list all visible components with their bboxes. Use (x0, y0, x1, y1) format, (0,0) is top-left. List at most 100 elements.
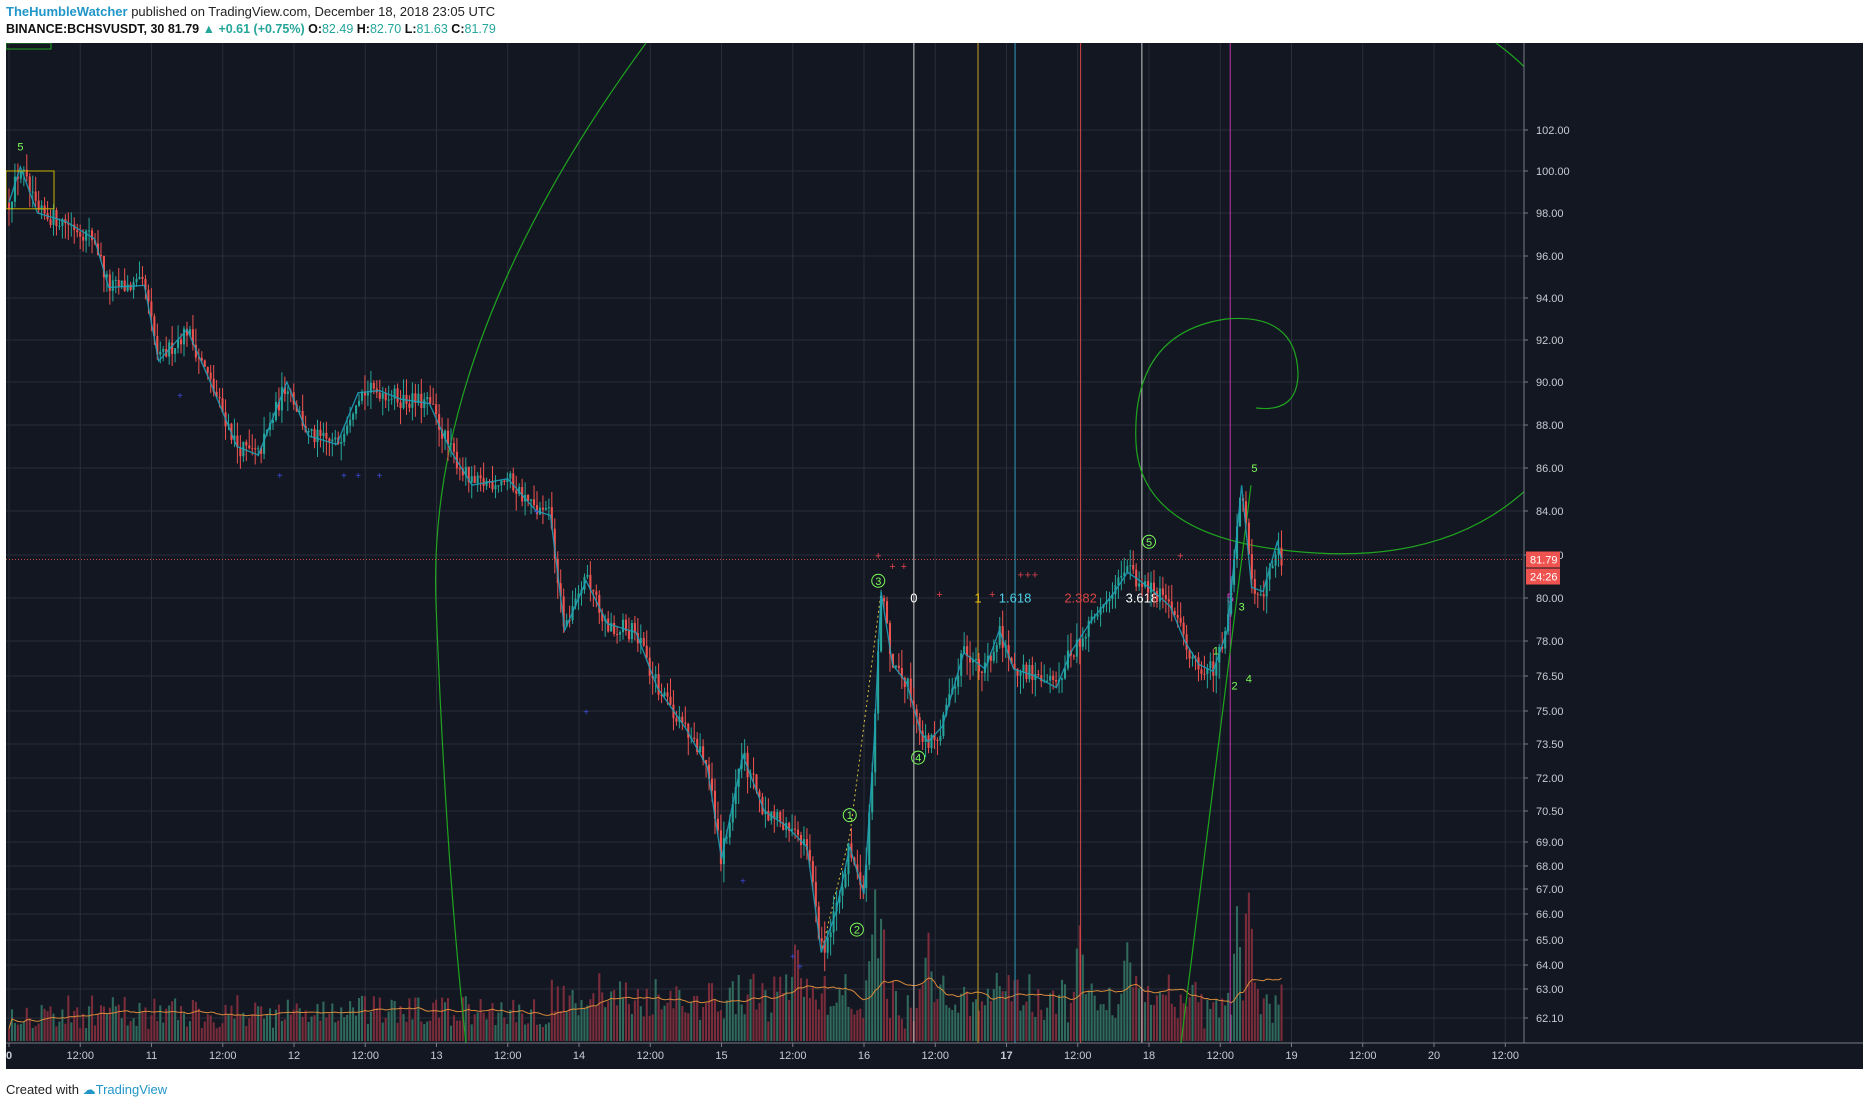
volume-bar (99, 1005, 102, 1041)
candle-body (654, 674, 657, 679)
volume-bar (1256, 989, 1259, 1041)
volume-bar (627, 1004, 630, 1041)
volume-bar (1247, 892, 1250, 1041)
volume-bar (1206, 999, 1209, 1041)
candle-body (980, 671, 983, 673)
author-link[interactable]: TheHumbleWatcher (6, 4, 128, 19)
time-tick-label: 20 (1428, 1050, 1440, 1062)
fib-time-label: 3.618 (1126, 590, 1159, 605)
candle-body (681, 716, 684, 723)
volume-bar (274, 1009, 277, 1041)
price-tick-label: 94.00 (1536, 293, 1564, 305)
candle-body (963, 646, 966, 654)
volume-bar (847, 1006, 850, 1041)
candle-body (550, 507, 553, 529)
candle-body (325, 432, 328, 439)
buy-marker: + (341, 471, 347, 482)
candle-body (464, 466, 467, 476)
volume-bar (595, 1006, 598, 1041)
candle-body (841, 887, 844, 896)
candle-body (960, 653, 963, 676)
volume-bar (458, 1020, 461, 1041)
candle-body (820, 938, 823, 942)
candle-body (1016, 668, 1019, 676)
volume-bar (532, 999, 536, 1041)
volume-bar (174, 998, 177, 1041)
volume-bar (1019, 1010, 1022, 1041)
volume-bar (438, 1017, 441, 1041)
candle-body (883, 598, 886, 602)
candle-body (699, 746, 702, 753)
volume-bar (1144, 1002, 1147, 1041)
volume-bar (1025, 1001, 1028, 1041)
candle-body (977, 659, 981, 672)
fib-time-label: 1 (974, 590, 981, 605)
candle-body (1099, 607, 1102, 615)
candle-body (1200, 669, 1203, 674)
candle-body (1040, 675, 1043, 682)
volume-bar (805, 978, 808, 1041)
candle-body (1138, 583, 1141, 587)
wave-circle (849, 922, 864, 937)
volume-bar (1055, 1013, 1058, 1041)
volume-bar (556, 986, 559, 1041)
sell-marker: + (1025, 570, 1031, 582)
tradingview-link[interactable]: TradingView (95, 1082, 168, 1097)
volume-bar (524, 1024, 527, 1041)
volume-bar (684, 1012, 687, 1041)
candle-body (1268, 568, 1271, 580)
candle-body (79, 232, 82, 237)
volume-bar (408, 998, 411, 1041)
candle-body (515, 490, 518, 494)
volume-bar (1004, 991, 1007, 1041)
candle-body (1049, 675, 1052, 681)
volume-bar (755, 1009, 758, 1041)
volume-bar (423, 1023, 426, 1041)
time-axis[interactable]: 0 12:00 11 12:00 12 12:00 13 12:00 14 12:00 15 12:0… (6, 1042, 1863, 1062)
volume-bar (1135, 975, 1138, 1041)
candle-body (1274, 554, 1277, 566)
volume-bar (1241, 1000, 1244, 1041)
volume-bar (369, 1011, 372, 1041)
volume-bar (844, 974, 847, 1041)
volume-bar (1075, 948, 1078, 1041)
volume-bar (449, 1025, 453, 1041)
candle-body (945, 704, 948, 715)
highlight-box (5, 170, 55, 210)
price-tick-label: 62.10 (1536, 1013, 1564, 1025)
candle-body (574, 598, 577, 607)
volume-bar (396, 1022, 399, 1041)
buy-marker: + (740, 876, 746, 887)
volume-bar (277, 1004, 280, 1041)
volume-bar (295, 1003, 298, 1041)
volume-bar (770, 1012, 773, 1041)
wave-circle (842, 808, 857, 823)
volume-bar (212, 1022, 215, 1041)
volume-bar (405, 1021, 408, 1041)
volume-bar (1096, 1010, 1099, 1041)
volume-bar (479, 999, 482, 1041)
volume-bar (352, 1007, 355, 1041)
price-tick-label: 64.00 (1536, 960, 1564, 972)
volume-bar (227, 1014, 230, 1041)
candle-body (657, 674, 660, 695)
spiral-inner (1135, 317, 1567, 555)
candle-body (25, 169, 28, 177)
volume-bar (690, 1002, 693, 1041)
time-tick-label: 12:00 (351, 1050, 379, 1062)
volume-bar (663, 1005, 666, 1041)
volume-bar (583, 1007, 586, 1041)
candle-body (1037, 674, 1040, 676)
volume-bar (470, 1024, 473, 1041)
price-axis[interactable]: 62.10 63.00 64.00 65.00 66.00 67.00 68.00 69.00… (1523, 43, 1863, 1043)
volume-bar (1197, 1002, 1200, 1041)
volume-bar (885, 998, 889, 1041)
volume-bar (862, 1017, 865, 1041)
wave-label: 2 (1231, 680, 1237, 692)
volume-bar (257, 1006, 260, 1041)
volume-bar (651, 1014, 654, 1041)
time-tick-label: 12:00 (779, 1050, 807, 1062)
time-tick-label: 0 (6, 1050, 12, 1062)
